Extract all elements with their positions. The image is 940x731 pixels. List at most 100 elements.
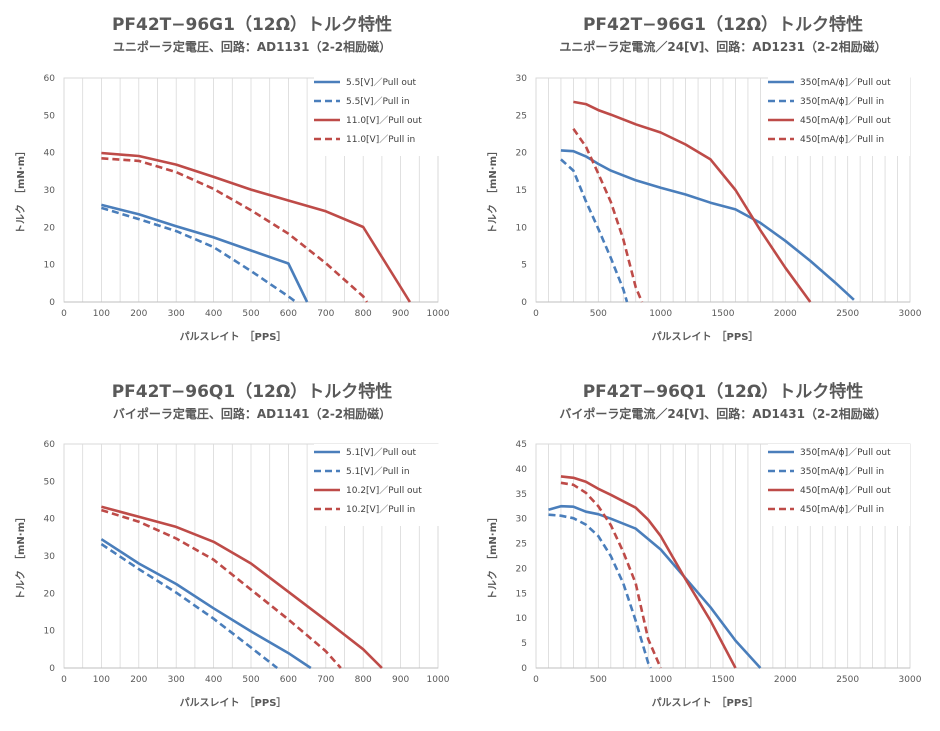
- series-line: [548, 504, 762, 669]
- series-line: [100, 543, 279, 670]
- chart-title: PF42T−96Q1（12Ω）トルク特性: [583, 381, 864, 402]
- legend-entry: 10.2[V]／Pull out: [346, 485, 422, 496]
- y-tick-label: 30: [44, 552, 56, 562]
- x-tick-label: 900: [392, 309, 409, 319]
- chart-2: PF42T−96G1（12Ω）トルク特性ユニポーラ定電流／24[V]、回路：AD…: [486, 14, 922, 343]
- x-tick-label: 800: [355, 675, 372, 685]
- legend-entry: 5.5[V]／Pull out: [346, 77, 417, 88]
- y-axis-label: トルク ［mN·m］: [486, 146, 499, 234]
- y-tick-label: 10: [516, 223, 528, 233]
- x-axis-label: パルスレイト ［PPS］: [180, 696, 287, 709]
- y-tick-label: 50: [44, 477, 56, 487]
- y-tick-label: 0: [49, 664, 55, 674]
- x-tick-label: 1000: [649, 309, 672, 319]
- legend-entry: 350[mA/ϕ]／Pull in: [800, 96, 884, 107]
- legend-box: [768, 444, 910, 526]
- series-line: [101, 151, 412, 303]
- y-tick-label: 0: [521, 298, 527, 308]
- x-tick-label: 1500: [712, 309, 735, 319]
- legend-entry: 5.1[V]／Pull out: [346, 447, 417, 458]
- x-tick-label: 3000: [899, 309, 922, 319]
- x-tick-label: 600: [280, 309, 297, 319]
- x-tick-label: 200: [130, 309, 147, 319]
- y-tick-label: 5: [521, 639, 527, 649]
- y-axis-label: トルク ［mN·m］: [486, 512, 499, 600]
- x-tick-label: 0: [533, 675, 539, 685]
- x-tick-label: 600: [280, 675, 297, 685]
- x-tick-label: 800: [355, 309, 372, 319]
- x-tick-label: 300: [168, 675, 185, 685]
- legend-box: [768, 74, 910, 156]
- x-tick-label: 3000: [899, 675, 922, 685]
- x-tick-label: 0: [61, 309, 67, 319]
- x-tick-label: 0: [61, 675, 67, 685]
- y-tick-label: 60: [44, 74, 56, 84]
- chart-title: PF42T−96G1（12Ω）トルク特性: [583, 14, 863, 35]
- y-tick-label: 5: [521, 261, 527, 271]
- series-line: [101, 206, 297, 304]
- chart-title: PF42T−96G1（12Ω）トルク特性: [112, 14, 392, 35]
- y-tick-label: 30: [44, 186, 56, 196]
- x-tick-label: 0: [533, 309, 539, 319]
- x-axis-label: パルスレイト ［PPS］: [652, 330, 759, 343]
- chart-subtitle: バイポーラ定電流／24[V]、回路：AD1431（2-2相励磁）: [559, 406, 886, 421]
- x-tick-label: 700: [317, 309, 334, 319]
- y-tick-label: 20: [516, 564, 528, 574]
- series-line: [101, 157, 368, 303]
- y-tick-label: 20: [44, 589, 56, 599]
- legend-box: [314, 74, 444, 156]
- y-tick-label: 35: [516, 490, 527, 500]
- series-line: [101, 203, 309, 303]
- x-tick-label: 1000: [427, 675, 450, 685]
- series-line: [572, 128, 644, 303]
- x-tick-label: 400: [205, 675, 222, 685]
- x-tick-label: 500: [590, 309, 607, 319]
- y-axis-label: トルク ［mN·m］: [14, 146, 27, 234]
- legend-entry: 11.0[V]／Pull out: [346, 115, 422, 126]
- y-tick-label: 30: [516, 74, 528, 84]
- x-tick-label: 100: [93, 309, 110, 319]
- chart-title: PF42T−96Q1（12Ω）トルク特性: [112, 381, 393, 402]
- x-tick-label: 500: [590, 675, 607, 685]
- legend-entry: 450[mA/ϕ]／Pull in: [800, 134, 884, 145]
- series-line: [101, 505, 383, 669]
- y-tick-label: 30: [516, 515, 528, 525]
- y-tick-label: 40: [44, 149, 56, 159]
- series-line: [100, 538, 312, 670]
- legend-entry: 5.1[V]／Pull in: [346, 466, 410, 477]
- legend-entry: 450[mA/ϕ]／Pull out: [800, 115, 891, 126]
- legend-box: [314, 444, 444, 526]
- y-tick-label: 40: [516, 465, 528, 475]
- x-axis-label: パルスレイト ［PPS］: [180, 330, 287, 343]
- x-tick-label: 200: [130, 675, 147, 685]
- chart-3: PF42T−96Q1（12Ω）トルク特性バイポーラ定電圧、回路：AD1141（2…: [14, 381, 450, 709]
- y-tick-label: 10: [516, 614, 528, 624]
- x-tick-label: 300: [168, 309, 185, 319]
- y-tick-label: 10: [44, 261, 56, 271]
- legend-entry: 350[mA/ϕ]／Pull out: [800, 77, 891, 88]
- y-axis-label: トルク ［mN·m］: [14, 512, 27, 600]
- chart-4: PF42T−96Q1（12Ω）トルク特性バイポーラ定電流／24[V]、回路：AD…: [486, 381, 922, 709]
- series-line: [548, 513, 652, 669]
- y-tick-label: 40: [44, 515, 56, 525]
- x-tick-label: 400: [205, 309, 222, 319]
- y-tick-label: 45: [516, 440, 527, 450]
- y-tick-label: 0: [49, 298, 55, 308]
- chart-subtitle: ユニポーラ定電流／24[V]、回路：AD1231（2-2相励磁）: [559, 39, 886, 54]
- y-tick-label: 20: [44, 223, 56, 233]
- x-tick-label: 100: [93, 675, 110, 685]
- x-tick-label: 1000: [649, 675, 672, 685]
- x-tick-label: 500: [242, 675, 259, 685]
- y-tick-label: 15: [516, 186, 527, 196]
- legend-entry: 5.5[V]／Pull in: [346, 96, 410, 107]
- x-tick-label: 2500: [836, 309, 859, 319]
- x-tick-label: 2000: [774, 309, 797, 319]
- legend-entry: 350[mA/ϕ]／Pull in: [800, 466, 884, 477]
- x-tick-label: 700: [317, 675, 334, 685]
- chart-subtitle: ユニポーラ定電圧、回路：AD1131（2-2相励磁）: [113, 39, 391, 54]
- y-tick-label: 50: [44, 111, 56, 121]
- series-line: [101, 508, 342, 669]
- y-tick-label: 25: [516, 111, 527, 121]
